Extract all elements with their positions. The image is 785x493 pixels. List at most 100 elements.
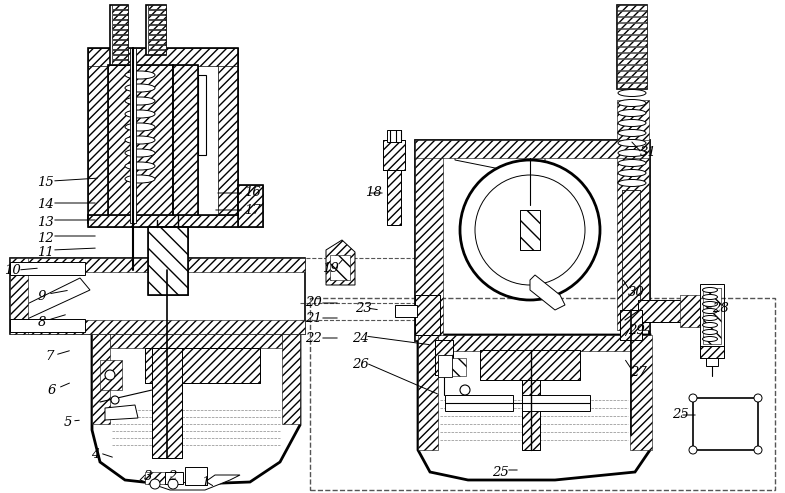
Bar <box>10 258 305 334</box>
Ellipse shape <box>618 90 646 97</box>
Bar <box>88 48 238 66</box>
Ellipse shape <box>703 316 717 320</box>
Bar <box>173 65 198 225</box>
Bar <box>480 350 580 380</box>
Bar <box>445 395 513 411</box>
Ellipse shape <box>125 71 155 79</box>
Text: 11: 11 <box>37 246 53 258</box>
Text: 28: 28 <box>712 302 728 315</box>
Bar <box>238 185 263 227</box>
Ellipse shape <box>618 109 646 116</box>
Circle shape <box>168 479 178 489</box>
Bar <box>110 334 282 348</box>
Bar <box>700 346 724 358</box>
Circle shape <box>754 394 762 402</box>
Bar <box>617 23 647 28</box>
Ellipse shape <box>125 162 155 170</box>
Bar <box>387 170 401 225</box>
Bar <box>522 380 540 450</box>
Polygon shape <box>92 334 300 485</box>
Bar <box>617 29 647 34</box>
Bar <box>165 472 183 484</box>
Polygon shape <box>10 262 85 275</box>
Bar <box>520 210 540 250</box>
Polygon shape <box>105 405 138 420</box>
Bar <box>617 35 647 40</box>
Bar <box>198 75 206 155</box>
Polygon shape <box>140 475 240 490</box>
Bar <box>617 17 647 22</box>
Bar <box>480 350 580 380</box>
Circle shape <box>689 394 697 402</box>
Bar <box>620 310 642 340</box>
Text: 4: 4 <box>91 449 99 461</box>
Bar <box>112 50 128 54</box>
Bar <box>703 288 721 344</box>
Bar <box>112 20 128 24</box>
Bar <box>438 355 452 377</box>
Bar <box>112 60 128 64</box>
Text: 21: 21 <box>305 312 321 324</box>
Bar <box>88 48 238 223</box>
Polygon shape <box>326 240 355 285</box>
Bar <box>700 346 724 358</box>
Bar <box>622 190 640 310</box>
Bar <box>617 100 649 330</box>
Text: 20: 20 <box>305 296 321 310</box>
Bar <box>173 65 198 225</box>
Bar <box>112 5 128 9</box>
Bar <box>88 215 238 227</box>
Bar <box>152 348 182 458</box>
Bar <box>617 83 647 88</box>
Bar <box>617 47 647 52</box>
Bar <box>706 358 718 366</box>
Text: 1: 1 <box>201 477 209 490</box>
Text: 18: 18 <box>364 186 382 200</box>
Bar <box>148 35 166 39</box>
Text: 22: 22 <box>305 331 321 345</box>
Bar <box>110 5 128 65</box>
Circle shape <box>754 446 762 454</box>
Bar <box>415 140 649 340</box>
Ellipse shape <box>703 309 717 314</box>
Ellipse shape <box>125 110 155 118</box>
Bar <box>435 340 453 375</box>
Ellipse shape <box>618 100 646 106</box>
Circle shape <box>105 370 115 380</box>
Bar <box>146 5 166 55</box>
Bar <box>617 71 647 76</box>
Circle shape <box>150 479 160 489</box>
Bar <box>520 210 540 250</box>
Bar <box>330 255 350 280</box>
Bar <box>617 5 647 10</box>
Bar <box>148 227 188 295</box>
Bar <box>148 10 166 14</box>
Bar <box>108 65 173 220</box>
Bar <box>415 295 440 335</box>
Bar <box>617 59 647 64</box>
Text: 24: 24 <box>352 331 368 345</box>
Bar <box>112 40 128 44</box>
Bar <box>88 215 238 227</box>
Ellipse shape <box>703 337 717 342</box>
Bar <box>617 53 647 58</box>
Bar <box>148 15 166 19</box>
Bar <box>622 190 640 310</box>
Bar <box>145 348 260 383</box>
Bar <box>148 30 166 34</box>
Text: 12: 12 <box>37 232 53 245</box>
Bar <box>395 305 417 317</box>
Bar <box>310 298 775 490</box>
Ellipse shape <box>618 179 646 186</box>
Text: 15: 15 <box>37 176 53 189</box>
Bar <box>100 360 122 390</box>
Text: 6: 6 <box>48 384 57 396</box>
Text: 14: 14 <box>37 199 53 211</box>
Bar <box>148 227 188 295</box>
Bar <box>145 472 165 484</box>
Text: 23: 23 <box>355 302 371 315</box>
Bar <box>148 20 166 24</box>
Bar <box>112 15 128 19</box>
Text: 27: 27 <box>630 365 646 379</box>
Bar <box>617 77 647 82</box>
